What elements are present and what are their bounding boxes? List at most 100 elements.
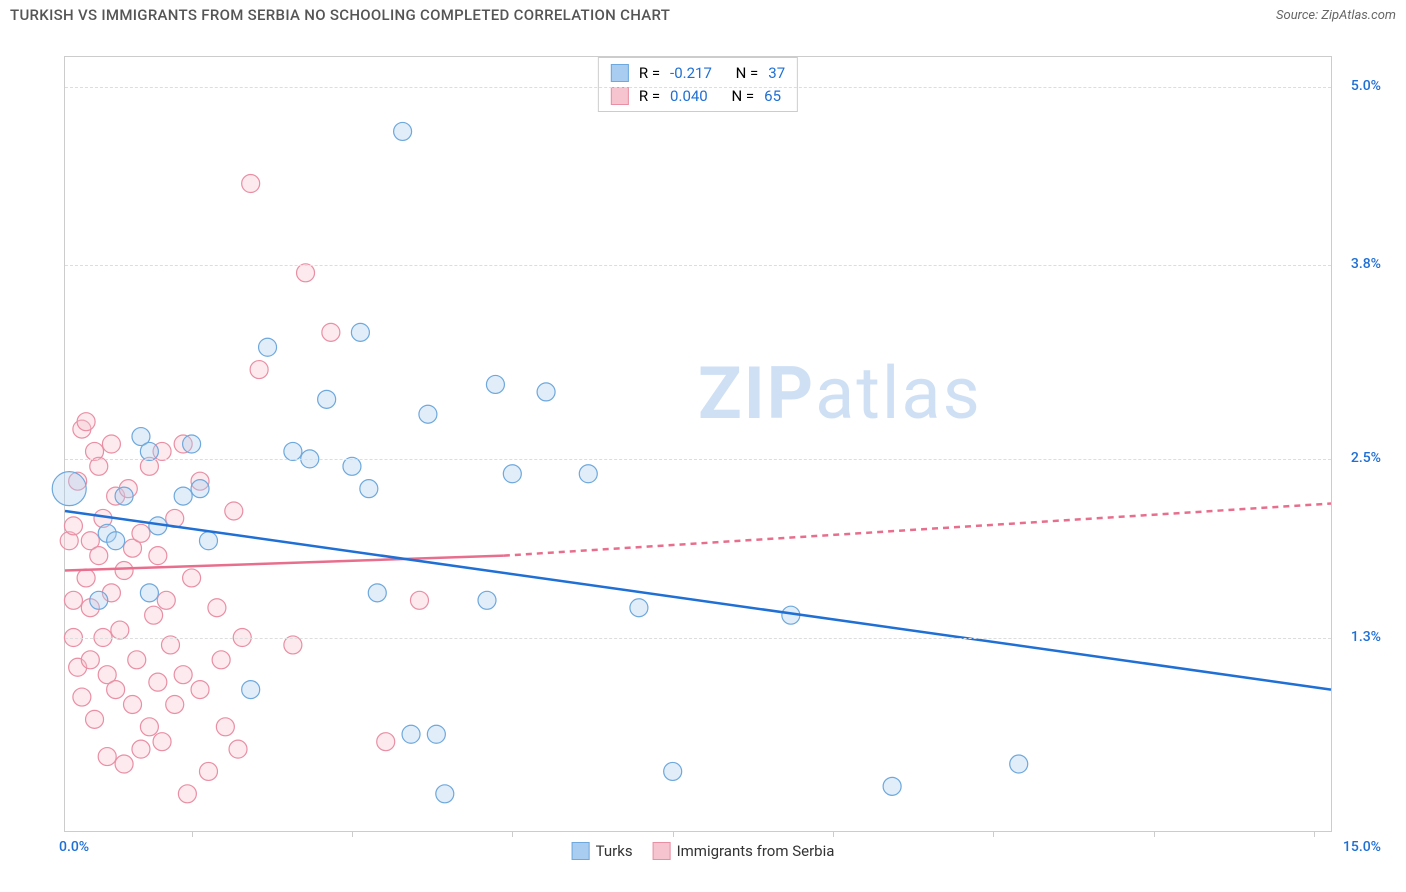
data-point-a <box>419 405 437 423</box>
stats-row-a: R = -0.217 N = 37 <box>611 62 785 85</box>
data-point-b <box>90 547 108 565</box>
data-point-a <box>115 487 133 505</box>
data-point-b <box>98 748 116 766</box>
data-point-a <box>140 442 158 460</box>
plot-area: ZIPatlas R = -0.217 N = 37 R = 0.040 N =… <box>64 56 1332 832</box>
data-point-b <box>297 264 315 282</box>
data-point-b <box>208 599 226 617</box>
trend-line <box>65 511 1331 690</box>
data-point-a <box>259 338 277 356</box>
data-point-b <box>242 175 260 193</box>
data-point-b <box>102 435 120 453</box>
data-point-b <box>377 733 395 751</box>
n-value-b: 65 <box>764 85 781 108</box>
data-point-b <box>64 517 82 535</box>
data-point-a <box>183 435 201 453</box>
swatch-series-b <box>653 842 671 860</box>
data-point-b <box>64 591 82 609</box>
data-point-b <box>140 718 158 736</box>
data-point-a <box>318 390 336 408</box>
x-max-label: 15.0% <box>1343 839 1381 855</box>
data-point-a <box>90 591 108 609</box>
swatch-series-a <box>572 842 590 860</box>
data-point-b <box>132 740 150 758</box>
data-point-b <box>149 547 167 565</box>
data-point-a <box>478 591 496 609</box>
legend-label-a: Turks <box>596 842 633 860</box>
stats-row-b: R = 0.040 N = 65 <box>611 85 785 108</box>
data-point-a <box>537 383 555 401</box>
data-point-b <box>191 681 209 699</box>
data-point-b <box>111 621 129 639</box>
data-point-b <box>199 762 217 780</box>
data-point-b <box>107 681 125 699</box>
scatter-svg <box>65 57 1331 831</box>
data-point-a <box>351 323 369 341</box>
data-point-a <box>360 480 378 498</box>
data-point-a <box>174 487 192 505</box>
data-point-a <box>503 465 521 483</box>
data-point-b <box>145 606 163 624</box>
data-point-b <box>410 591 428 609</box>
r-value-a: -0.217 <box>670 62 712 85</box>
data-point-b <box>115 755 133 773</box>
data-point-a <box>427 725 445 743</box>
data-point-a <box>394 122 412 140</box>
data-point-b <box>86 710 104 728</box>
trend-line <box>504 504 1331 556</box>
data-point-a <box>1010 755 1028 773</box>
n-label: N = <box>736 62 759 85</box>
r-label: R = <box>639 85 660 108</box>
r-label: R = <box>639 62 660 85</box>
data-point-a <box>579 465 597 483</box>
data-point-b <box>162 636 180 654</box>
data-point-b <box>81 651 99 669</box>
data-point-b <box>284 636 302 654</box>
y-tick-label: 1.3% <box>1351 629 1381 645</box>
data-point-b <box>166 695 184 713</box>
data-point-b <box>124 695 142 713</box>
data-point-b <box>132 524 150 542</box>
data-point-b <box>225 502 243 520</box>
data-point-b <box>115 562 133 580</box>
legend-item-a: Turks <box>572 842 633 860</box>
data-point-a <box>436 785 454 803</box>
data-point-a <box>52 472 86 506</box>
data-point-b <box>229 740 247 758</box>
data-point-b <box>178 785 196 803</box>
data-point-a <box>368 584 386 602</box>
data-point-b <box>149 673 167 691</box>
data-point-b <box>212 651 230 669</box>
data-point-a <box>630 599 648 617</box>
data-point-b <box>250 361 268 379</box>
data-point-b <box>216 718 234 736</box>
data-point-a <box>242 681 260 699</box>
chart-title: TURKISH VS IMMIGRANTS FROM SERBIA NO SCH… <box>10 6 670 24</box>
data-point-b <box>77 569 95 587</box>
data-point-a <box>191 480 209 498</box>
data-point-b <box>90 457 108 475</box>
data-point-a <box>402 725 420 743</box>
n-label: N = <box>731 85 754 108</box>
data-point-a <box>343 457 361 475</box>
data-point-b <box>322 323 340 341</box>
stats-box: R = -0.217 N = 37 R = 0.040 N = 65 <box>598 57 798 112</box>
swatch-series-b <box>611 87 629 105</box>
data-point-b <box>73 688 91 706</box>
swatch-series-a <box>611 64 629 82</box>
data-point-a <box>107 532 125 550</box>
legend-item-b: Immigrants from Serbia <box>653 842 835 860</box>
data-point-a <box>883 777 901 795</box>
legend-label-b: Immigrants from Serbia <box>677 842 835 860</box>
y-tick-label: 2.5% <box>1351 450 1381 466</box>
data-point-a <box>664 762 682 780</box>
y-tick-label: 3.8% <box>1351 256 1381 272</box>
data-point-a <box>486 375 504 393</box>
data-point-b <box>77 413 95 431</box>
data-point-a <box>199 532 217 550</box>
data-point-b <box>174 666 192 684</box>
source-label: Source: ZipAtlas.com <box>1276 8 1396 23</box>
n-value-a: 37 <box>768 62 785 85</box>
x-min-label: 0.0% <box>59 839 89 855</box>
data-point-b <box>128 651 146 669</box>
